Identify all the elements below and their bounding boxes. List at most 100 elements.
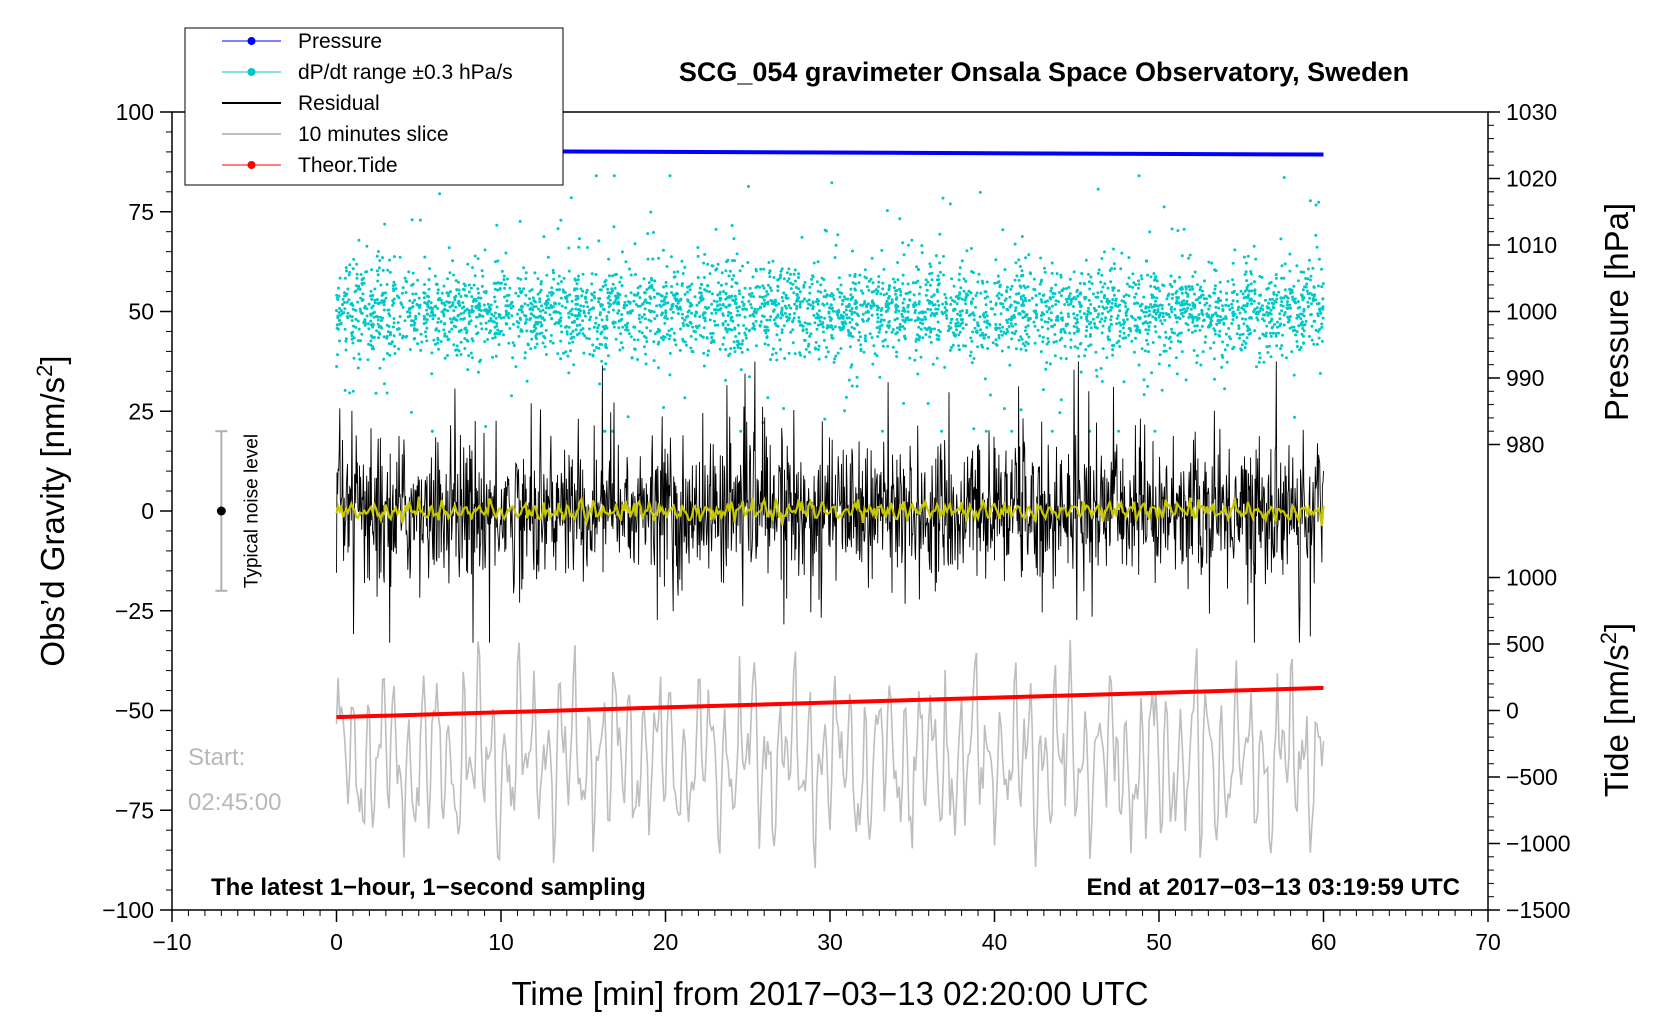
dpdt-point [703, 319, 707, 323]
dpdt-point [1111, 288, 1115, 292]
dpdt-point [489, 317, 493, 320]
dpdt-point [616, 291, 620, 295]
dpdt-point [1099, 290, 1103, 294]
dpdt-point [768, 275, 772, 279]
dpdt-point [1112, 262, 1116, 266]
dpdt-point [702, 351, 706, 355]
dpdt-point [434, 328, 438, 332]
dpdt-point [393, 352, 397, 355]
legend-label-5: Theor.Tide [298, 154, 398, 177]
dpdt-point [903, 327, 907, 331]
dpdt-point [916, 279, 920, 283]
dpdt-point [951, 343, 955, 347]
dpdt-point [346, 287, 350, 291]
dpdt-point [883, 338, 887, 342]
dpdt-point [1150, 371, 1154, 375]
dpdt-point [621, 325, 625, 329]
dpdt-point [857, 338, 861, 342]
dpdt-point [1205, 301, 1209, 305]
dpdt-point [360, 299, 364, 302]
dpdt-point [1276, 320, 1279, 324]
dpdt-point [1093, 322, 1097, 326]
dpdt-point [662, 406, 666, 409]
dpdt-point [728, 269, 732, 273]
dpdt-point [779, 347, 783, 351]
dpdt-point [780, 296, 784, 299]
dpdt-point [821, 325, 825, 329]
dpdt-point [539, 309, 542, 313]
dpdt-point [1007, 317, 1011, 321]
dpdt-point [808, 285, 812, 289]
dpdt-point [663, 316, 667, 320]
dpdt-point [1286, 306, 1290, 310]
dpdt-point [880, 429, 884, 433]
dpdt-point [476, 370, 480, 374]
dpdt-point [929, 340, 933, 344]
dpdt-point [1127, 276, 1131, 280]
dpdt-point [1217, 321, 1221, 325]
dpdt-point [643, 317, 647, 321]
dpdt-point [1131, 316, 1135, 320]
dpdt-point [1153, 278, 1156, 282]
dpdt-point [606, 287, 610, 291]
dpdt-point [855, 375, 859, 379]
dpdt-point [1017, 258, 1021, 262]
dpdt-point [672, 293, 676, 297]
dpdt-point [1016, 301, 1020, 305]
dpdt-point [928, 283, 932, 287]
dpdt-point [462, 311, 466, 315]
dpdt-point [925, 288, 929, 292]
dpdt-point [1252, 299, 1256, 303]
dpdt-point [616, 311, 620, 315]
dpdt-point [631, 309, 634, 313]
dpdt-point [420, 340, 424, 344]
dpdt-point [1296, 279, 1300, 283]
dpdt-point [801, 329, 805, 333]
dpdt-point [1032, 277, 1036, 281]
dpdt-point [437, 317, 441, 321]
dpdt-point [930, 301, 934, 304]
dpdt-point [867, 317, 871, 321]
dpdt-point [951, 331, 955, 335]
dpdt-point [943, 292, 947, 296]
dpdt-point [419, 348, 423, 352]
dpdt-point [955, 318, 959, 321]
dpdt-point [838, 325, 842, 329]
dpdt-point [961, 326, 965, 330]
dpdt-point [853, 275, 857, 278]
dpdt-point [1232, 310, 1235, 314]
dpdt-point [1039, 350, 1043, 354]
dpdt-point [1165, 297, 1169, 301]
dpdt-point [505, 299, 509, 303]
dpdt-point [766, 292, 770, 296]
dpdt-point [490, 312, 494, 316]
dpdt-point [425, 308, 429, 312]
dpdt-point [906, 310, 910, 314]
dpdt-point [1005, 318, 1009, 322]
dpdt-point [1134, 283, 1138, 287]
dpdt-point [581, 332, 585, 336]
dpdt-point [714, 227, 718, 231]
dpdt-point [604, 283, 608, 287]
x-tick-label: 70 [1475, 929, 1501, 955]
dpdt-point [1217, 296, 1220, 300]
dpdt-point [763, 329, 767, 332]
dpdt-point [618, 348, 622, 352]
dpdt-point [603, 280, 607, 284]
dpdt-point [467, 283, 471, 287]
dpdt-point [1116, 314, 1120, 318]
dpdt-point [440, 291, 444, 295]
dpdt-point [1174, 291, 1178, 295]
dpdt-point [955, 328, 958, 332]
dpdt-point [771, 309, 775, 313]
dpdt-point [743, 331, 747, 335]
dpdt-point [1170, 310, 1174, 314]
dpdt-point [1252, 244, 1256, 248]
dpdt-point [1087, 344, 1091, 348]
dpdt-point [1151, 341, 1155, 344]
dpdt-point [463, 309, 467, 313]
dpdt-point [504, 304, 508, 308]
dpdt-point [1000, 349, 1004, 353]
dpdt-point [523, 321, 527, 325]
dpdt-point [1089, 343, 1093, 347]
